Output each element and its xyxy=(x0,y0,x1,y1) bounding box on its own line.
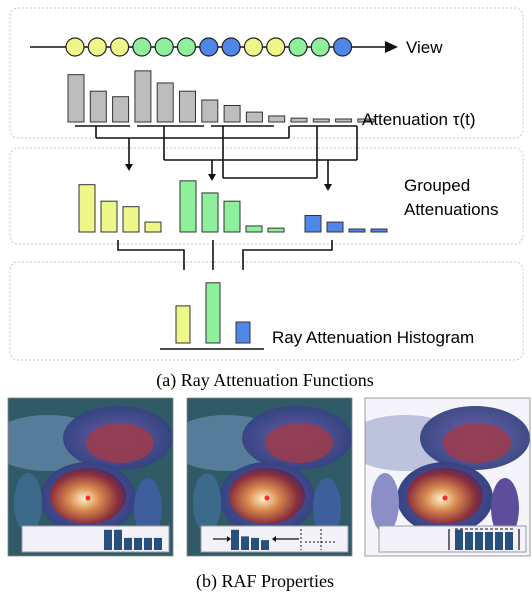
attenuation-bar xyxy=(312,118,330,123)
grouped-label-line2: Attenuations xyxy=(404,200,499,219)
grouped-bar-yellow xyxy=(78,184,96,233)
grouped-bar-blue xyxy=(370,228,388,233)
thumbnail-bar xyxy=(134,537,142,550)
grouped-bar-green xyxy=(267,227,285,233)
attenuation-bar xyxy=(335,118,353,123)
histogram-bar-blue xyxy=(235,321,251,344)
thumbnail-bar xyxy=(465,531,473,550)
raf-thumbnail xyxy=(186,397,353,557)
attenuation-bar xyxy=(156,82,174,123)
grouped-bar-yellow xyxy=(144,221,162,233)
thumbnail-bar xyxy=(505,531,513,550)
grouped-bar-yellow xyxy=(122,206,140,233)
grouped-bar-yellow xyxy=(100,200,118,233)
histogram-bar-yellow xyxy=(175,305,191,344)
view-sample-green xyxy=(154,37,174,57)
view-label: View xyxy=(406,38,443,57)
attenuation-bar xyxy=(179,90,196,123)
view-sample-blue xyxy=(199,37,219,57)
group-routing-lines xyxy=(75,125,358,191)
thumbnail-bar xyxy=(114,529,122,550)
raf-thumbnail xyxy=(364,397,531,557)
grouped-bar-green xyxy=(201,192,219,233)
grouped-label-line1: Grouped xyxy=(404,176,470,195)
histogram-connectors xyxy=(117,240,333,270)
histogram-label: Ray Attenuation Histogram xyxy=(272,328,474,347)
thumbnail-bar xyxy=(251,537,259,550)
view-sample-green xyxy=(288,37,308,57)
view-sample-yellow xyxy=(109,37,130,57)
attenuation-bar xyxy=(268,115,286,123)
attenuation-bar xyxy=(112,96,130,123)
view-sample-yellow xyxy=(87,37,107,57)
thumbnail-bar xyxy=(455,529,463,550)
thumbnail-bar xyxy=(124,537,132,550)
histogram-bar-green xyxy=(205,282,221,344)
raf-thumbnail xyxy=(7,397,174,557)
view-sample-yellow xyxy=(243,37,263,57)
grouped-bar-blue xyxy=(326,221,344,233)
attenuation-label: Attenuation τ(t) xyxy=(362,110,476,129)
attenuation-bar xyxy=(290,117,308,123)
view-sample-green xyxy=(176,37,197,57)
thumbnail-bar xyxy=(475,531,483,550)
grouped-bar-green xyxy=(245,225,263,233)
attenuation-bar xyxy=(67,74,85,123)
caption-a: (a) Ray Attenuation Functions xyxy=(156,370,373,391)
view-sample-green xyxy=(132,37,152,57)
view-sample-yellow xyxy=(65,37,85,57)
view-sample-green xyxy=(310,37,330,57)
thumbnail-bar xyxy=(485,531,493,550)
view-sample-blue xyxy=(333,37,353,57)
thumbnail-bar xyxy=(104,529,112,550)
attenuation-bar xyxy=(245,111,263,123)
attenuation-bar xyxy=(89,90,107,123)
grouped-bar-green xyxy=(223,200,241,233)
caption-b: (b) RAF Properties xyxy=(196,571,334,592)
thumbnail-bar xyxy=(144,537,152,550)
thumbnail-bar xyxy=(495,531,503,550)
grouped-bar-blue xyxy=(304,215,322,233)
view-sample-blue xyxy=(221,37,241,57)
view-sample-yellow xyxy=(266,37,286,57)
attenuation-bar xyxy=(201,99,219,123)
attenuation-bar xyxy=(134,70,152,123)
grouped-bar-blue xyxy=(348,228,366,233)
thumbnail-bar xyxy=(241,536,249,550)
thumbnail-bar xyxy=(154,537,162,550)
thumbnail-bar xyxy=(261,540,269,550)
attenuation-bar xyxy=(223,105,241,123)
histogram-panel xyxy=(9,261,524,361)
view-ray-arrowhead xyxy=(385,41,398,53)
grouped-bar-green xyxy=(179,180,197,233)
thumbnail-bar xyxy=(231,529,239,550)
thumbnail-histogram-inset xyxy=(378,525,527,553)
attenuation-bar xyxy=(357,118,375,123)
